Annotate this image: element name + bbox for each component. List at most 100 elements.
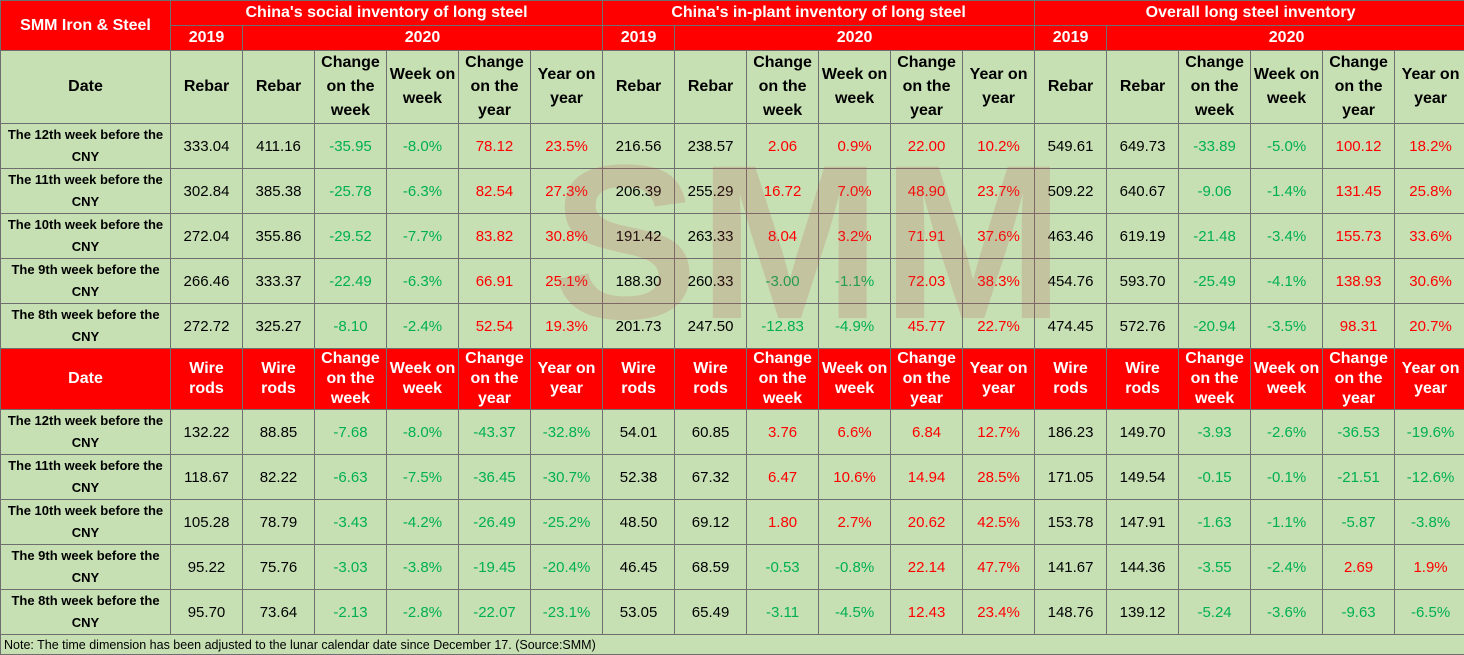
table-cell: 263.33 [675, 214, 747, 259]
table-cell: -4.5% [819, 590, 891, 635]
table-cell: 463.46 [1035, 214, 1107, 259]
year-curr-in-plant: 2020 [675, 26, 1035, 51]
rebar-column-header: Year on year [1395, 51, 1464, 124]
table-cell: 69.12 [675, 500, 747, 545]
table-cell: -7.68 [315, 410, 387, 455]
table-cell: 385.38 [243, 169, 315, 214]
table-cell: 649.73 [1107, 124, 1179, 169]
table-cell: 66.91 [459, 259, 531, 304]
table-cell: 191.42 [603, 214, 675, 259]
wire-column-header: Wire rods [1107, 349, 1179, 410]
table-cell: 82.22 [243, 455, 315, 500]
table-cell: -6.63 [315, 455, 387, 500]
year-prev-social: 2019 [171, 26, 243, 51]
table-cell: 10.6% [819, 455, 891, 500]
table-cell: -22.49 [315, 259, 387, 304]
table-cell: 549.61 [1035, 124, 1107, 169]
table-cell: 60.85 [675, 410, 747, 455]
row-date-label: The 11th week before the CNY [1, 455, 171, 500]
table-cell: -3.11 [747, 590, 819, 635]
table-cell: -1.4% [1251, 169, 1323, 214]
table-cell: -5.0% [1251, 124, 1323, 169]
table-cell: -3.43 [315, 500, 387, 545]
table-cell: 118.67 [171, 455, 243, 500]
table-cell: 302.84 [171, 169, 243, 214]
table-cell: 37.6% [963, 214, 1035, 259]
table-cell: -7.5% [387, 455, 459, 500]
table-cell: 10.2% [963, 124, 1035, 169]
table-cell: -2.4% [1251, 545, 1323, 590]
table-cell: -8.0% [387, 124, 459, 169]
year-prev-in-plant: 2019 [603, 26, 675, 51]
table-cell: 266.46 [171, 259, 243, 304]
rebar-column-header: Rebar [243, 51, 315, 124]
table-cell: 28.5% [963, 455, 1035, 500]
table-cell: 188.30 [603, 259, 675, 304]
row-date-label: The 8th week before the CNY [1, 304, 171, 349]
year-prev-overall: 2019 [1035, 26, 1107, 51]
table-cell: 238.57 [675, 124, 747, 169]
section-title-social: China's social inventory of long steel [171, 1, 603, 26]
table-cell: -36.45 [459, 455, 531, 500]
wire-column-header: Change on the year [891, 349, 963, 410]
wire-column-header: Wire rods [171, 349, 243, 410]
table-cell: -6.3% [387, 259, 459, 304]
table-cell: 71.91 [891, 214, 963, 259]
row-date-label: The 10th week before the CNY [1, 214, 171, 259]
table-cell: -25.49 [1179, 259, 1251, 304]
table-cell: 6.84 [891, 410, 963, 455]
table-cell: -3.55 [1179, 545, 1251, 590]
row-date-label: The 12th week before the CNY [1, 410, 171, 455]
table-cell: 7.0% [819, 169, 891, 214]
table-cell: 355.86 [243, 214, 315, 259]
table-cell: 95.70 [171, 590, 243, 635]
table-cell: -1.1% [1251, 500, 1323, 545]
table-cell: 6.6% [819, 410, 891, 455]
table-cell: -25.78 [315, 169, 387, 214]
table-cell: 153.78 [1035, 500, 1107, 545]
wire-column-header: Week on week [819, 349, 891, 410]
table-cell: 20.7% [1395, 304, 1464, 349]
table-cell: -3.8% [387, 545, 459, 590]
table-cell: -35.95 [315, 124, 387, 169]
table-cell: 619.19 [1107, 214, 1179, 259]
table-cell: -23.1% [531, 590, 603, 635]
table-cell: -3.5% [1251, 304, 1323, 349]
wire-column-header: Wire rods [675, 349, 747, 410]
table-cell: -3.4% [1251, 214, 1323, 259]
table-cell: -25.2% [531, 500, 603, 545]
table-cell: -8.10 [315, 304, 387, 349]
table-cell: -20.94 [1179, 304, 1251, 349]
table-cell: 148.76 [1035, 590, 1107, 635]
table-cell: 131.45 [1323, 169, 1395, 214]
table-cell: -2.8% [387, 590, 459, 635]
table-cell: -1.63 [1179, 500, 1251, 545]
table-cell: -0.1% [1251, 455, 1323, 500]
year-curr-overall: 2020 [1107, 26, 1464, 51]
table-cell: 12.7% [963, 410, 1035, 455]
table-cell: 98.31 [1323, 304, 1395, 349]
table-cell: 52.54 [459, 304, 531, 349]
rebar-column-header: Year on year [531, 51, 603, 124]
table-cell: 88.85 [243, 410, 315, 455]
table-cell: 206.39 [603, 169, 675, 214]
table-cell: 12.43 [891, 590, 963, 635]
section-header-row: SMM Iron & Steel China's social inventor… [1, 1, 1464, 26]
table-cell: 247.50 [675, 304, 747, 349]
table-cell: 105.28 [171, 500, 243, 545]
table-cell: -33.89 [1179, 124, 1251, 169]
table-cell: 14.94 [891, 455, 963, 500]
table-cell: -3.00 [747, 259, 819, 304]
table-cell: 82.54 [459, 169, 531, 214]
table-cell: 272.72 [171, 304, 243, 349]
table-cell: 1.9% [1395, 545, 1464, 590]
table-cell: 2.69 [1323, 545, 1395, 590]
